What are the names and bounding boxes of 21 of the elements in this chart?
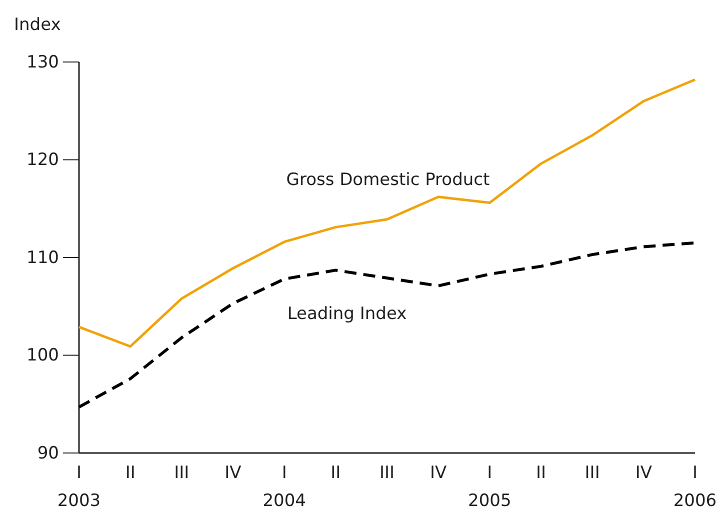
- y-tick-label: 110: [26, 248, 59, 268]
- x-tick-label: III: [584, 463, 600, 483]
- x-tick-label: II: [330, 463, 341, 483]
- y-tick-label: 90: [37, 443, 59, 464]
- y-axis-title: Index: [14, 15, 61, 35]
- x-tick-label: III: [174, 463, 190, 483]
- x-tick-label: II: [536, 463, 546, 483]
- x-tick-label: III: [379, 463, 395, 483]
- x-tick-label: IV: [224, 463, 242, 483]
- x-tick-label: I 2004: [262, 463, 306, 511]
- y-tick-label: 100: [26, 346, 59, 366]
- x-tick-label: I 2005: [468, 463, 512, 511]
- y-tick-label: 130: [26, 52, 59, 72]
- series-label: Gross Domestic Product: [286, 170, 490, 190]
- x-tick-label: IV: [430, 463, 448, 483]
- x-tick-label: IV: [635, 463, 652, 483]
- series-label: Leading Index: [287, 304, 407, 324]
- y-tick-label: 120: [26, 150, 59, 170]
- x-tick-label: I 2006: [673, 463, 717, 511]
- x-tick-label: II: [125, 463, 136, 483]
- x-tick-label: I 2003: [57, 463, 101, 511]
